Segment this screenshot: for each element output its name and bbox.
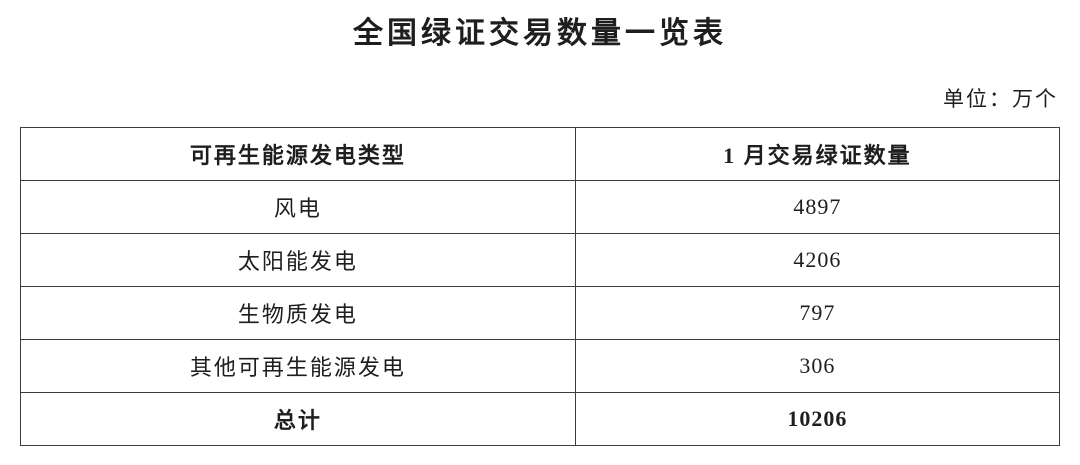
row-label-cell: 太阳能发电 [20,233,576,287]
header-row: 可再生能源发电类型 1 月交易绿证数量 [20,127,1061,181]
table-body: 风电 4897 太阳能发电 4206 生物质发电 797 其他可再生能源发电 3… [20,180,1061,446]
row-value-cell: 797 [574,286,1061,340]
row-value-cell: 4897 [574,180,1061,234]
table-row-other-renewables: 其他可再生能源发电 306 [20,339,1061,393]
row-value-cell: 4206 [574,233,1061,287]
row-label-cell: 生物质发电 [20,286,576,340]
row-label-cell: 风电 [20,180,576,234]
row-value-cell: 306 [574,339,1061,393]
table-row-solar: 太阳能发电 4206 [20,233,1061,287]
column-header-energy-type: 可再生能源发电类型 [20,127,576,181]
row-label-cell: 总计 [20,392,576,446]
page-title: 全国绿证交易数量一览表 [353,17,727,50]
column-header-january-quantity: 1 月交易绿证数量 [574,127,1061,181]
table-row-total: 总计 10206 [20,392,1061,446]
table-header: 可再生能源发电类型 1 月交易绿证数量 [20,127,1061,181]
row-label-cell: 其他可再生能源发电 [20,339,576,393]
row-value-cell: 10206 [574,392,1061,446]
table-row-biomass: 生物质发电 797 [20,286,1061,340]
unit-label: 单位：万个 [943,87,1058,111]
table-row-wind: 风电 4897 [20,180,1061,234]
green-certificate-table: 可再生能源发电类型 1 月交易绿证数量 风电 4897 太阳能发电 4206 生… [20,127,1061,446]
